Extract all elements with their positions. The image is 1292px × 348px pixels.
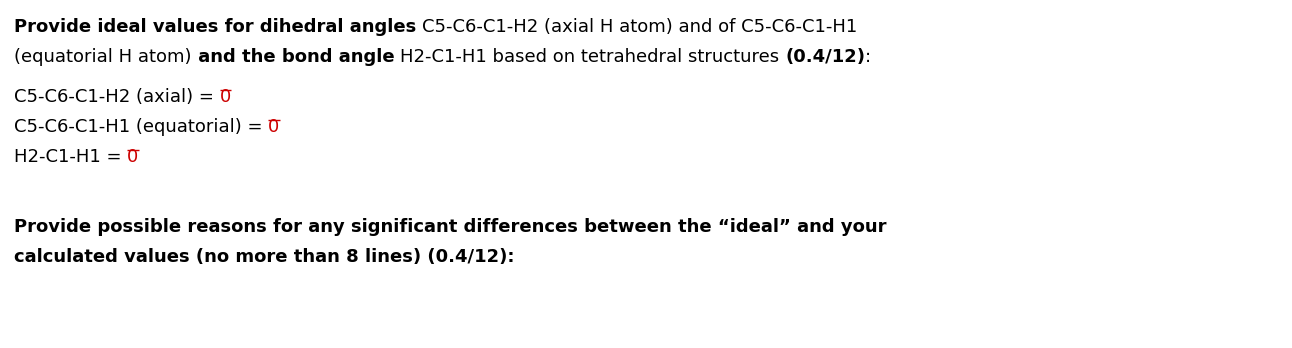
Text: Provide ideal values for dihedral angles: Provide ideal values for dihedral angles xyxy=(14,18,422,36)
Text: C5-C6-C1-H1 (equatorial) =: C5-C6-C1-H1 (equatorial) = xyxy=(14,118,269,136)
Text: 0: 0 xyxy=(220,88,231,106)
Text: C5-C6-C1-H2 (axial) =: C5-C6-C1-H2 (axial) = xyxy=(14,88,220,106)
Text: C5-C6-C1-H2 (axial H atom) and of C5-C6-C1-H1: C5-C6-C1-H2 (axial H atom) and of C5-C6-… xyxy=(422,18,858,36)
Text: Provide possible reasons for any significant differences between the “ideal” and: Provide possible reasons for any signifi… xyxy=(14,218,886,236)
Text: calculated values (no more than 8 lines) (0.4/12):: calculated values (no more than 8 lines)… xyxy=(14,248,514,266)
Text: (0.4/12): (0.4/12) xyxy=(786,48,866,66)
Text: 0: 0 xyxy=(269,118,279,136)
Text: 0: 0 xyxy=(127,148,138,166)
Text: :: : xyxy=(866,48,871,66)
Text: H2-C1-H1 =: H2-C1-H1 = xyxy=(14,148,127,166)
Text: (equatorial H atom): (equatorial H atom) xyxy=(14,48,191,66)
Text: and the bond angle: and the bond angle xyxy=(191,48,401,66)
Text: H2-C1-H1 based on tetrahedral structures: H2-C1-H1 based on tetrahedral structures xyxy=(401,48,786,66)
